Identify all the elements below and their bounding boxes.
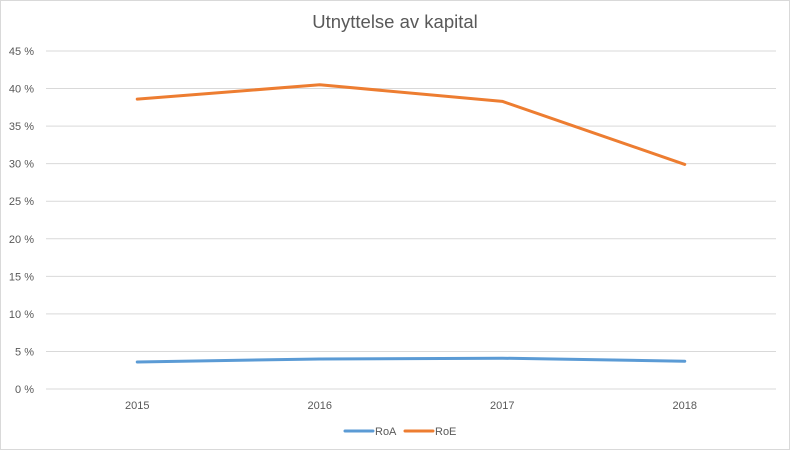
y-tick-label: 5 % xyxy=(15,346,34,358)
x-tick-label: 2016 xyxy=(308,400,332,412)
y-tick-label: 30 % xyxy=(9,159,34,171)
legend-label-roa: RoA xyxy=(375,426,397,438)
legend-label-roe: RoE xyxy=(435,426,456,438)
y-tick-label: 35 % xyxy=(9,121,34,133)
x-axis-tick-labels: 2015 2016 2017 2018 xyxy=(125,400,697,412)
chart-title: Utnyttelse av kapital xyxy=(312,11,478,32)
y-tick-label: 15 % xyxy=(9,271,34,283)
series-line-roa xyxy=(135,356,687,364)
y-tick-label: 25 % xyxy=(9,196,34,208)
series-line-roe xyxy=(135,83,687,166)
legend: RoA RoE xyxy=(343,426,456,438)
y-axis-tick-labels: 0 % 5 % 10 % 15 % 20 % 25 % 30 % 35 % 40 % 45 % xyxy=(9,46,34,396)
series-lines xyxy=(135,83,687,364)
x-tick-label: 2018 xyxy=(673,400,697,412)
y-tick-label: 20 % xyxy=(9,234,34,246)
y-tick-label: 45 % xyxy=(9,46,34,58)
y-tick-label: 40 % xyxy=(9,84,34,96)
gridlines xyxy=(46,50,776,390)
y-tick-label: 0 % xyxy=(15,384,34,396)
y-tick-label: 10 % xyxy=(9,309,34,321)
x-tick-label: 2015 xyxy=(125,400,149,412)
x-tick-label: 2017 xyxy=(490,400,514,412)
